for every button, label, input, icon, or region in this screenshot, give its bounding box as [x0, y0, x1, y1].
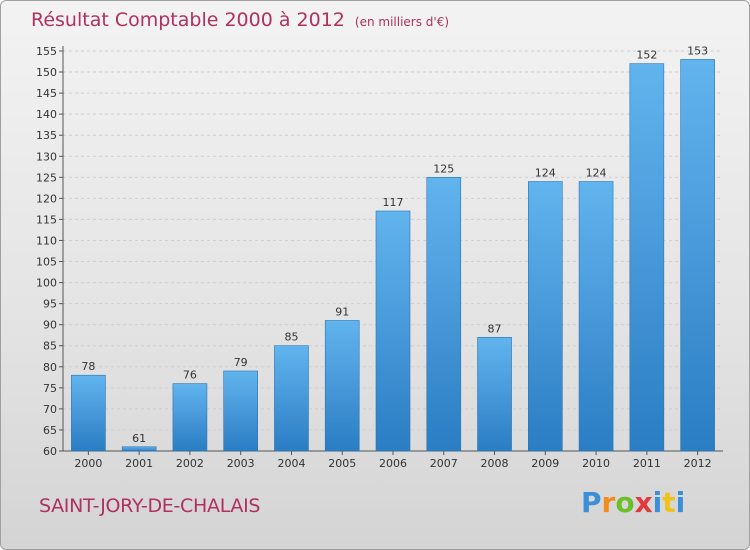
labels: 60 65 70 75 80 85 90 95 100 105 110 115 120 125 130 135…	[36, 44, 712, 470]
x-tick-label: 2010	[582, 457, 610, 470]
y-tick-label: 140	[36, 108, 57, 121]
y-tick-label: 135	[36, 129, 57, 142]
y-tick-label: 75	[43, 382, 57, 395]
bar	[578, 181, 614, 452]
y-tick-label: 125	[36, 171, 57, 184]
bar-value-label: 117	[383, 196, 404, 209]
y-tick-label: 90	[43, 319, 57, 332]
commune-name: SAINT-JORY-DE-CHALAIS	[39, 495, 261, 517]
x-tick-label: 2009	[531, 457, 559, 470]
bar	[375, 210, 411, 452]
x-tick-label: 2008	[481, 457, 509, 470]
y-tick-label: 80	[43, 361, 57, 374]
bar-value-label: 87	[488, 322, 502, 335]
x-tick-label: 2007	[430, 457, 458, 470]
y-tick-label: 65	[43, 424, 57, 437]
y-tick-label: 155	[36, 45, 57, 58]
bar-value-label: 124	[535, 167, 556, 180]
bar-value-label: 91	[335, 305, 349, 318]
bar-value-label: 78	[81, 360, 95, 373]
bar-value-label: 85	[284, 331, 298, 344]
y-tick-label: 70	[43, 403, 57, 416]
bar-value-label: 152	[636, 49, 657, 62]
chart-title: Résultat Comptable 2000 à 2012 (en millie…	[31, 9, 449, 31]
x-tick-label: 2003	[227, 457, 255, 470]
bar	[629, 63, 665, 452]
proxiti-logo: Proxiti	[581, 486, 686, 519]
bar	[324, 320, 360, 452]
y-tick-label: 110	[36, 234, 57, 247]
bar	[274, 345, 309, 452]
bar	[528, 181, 563, 452]
title-unit: (en milliers d'€)	[354, 15, 450, 29]
x-tick-label: 2001	[125, 457, 153, 470]
x-tick-label: 2004	[277, 457, 305, 470]
x-tick-label: 2005	[328, 457, 356, 470]
y-tick-label: 95	[43, 298, 57, 311]
bar	[223, 370, 258, 452]
bar	[172, 383, 208, 452]
title-text: Résultat Comptable 2000 à 2012	[31, 9, 345, 31]
x-tick-label: 2006	[379, 457, 407, 470]
y-tick-label: 150	[36, 66, 57, 79]
y-tick-label: 120	[36, 192, 57, 205]
y-tick-label: 115	[36, 213, 57, 226]
bar-value-label: 76	[183, 369, 197, 382]
x-tick-label: 2002	[176, 457, 204, 470]
bar	[121, 446, 157, 452]
x-tick-label: 2012	[684, 457, 712, 470]
bars	[71, 59, 715, 452]
bar-value-label: 153	[687, 44, 708, 57]
bar-value-label: 124	[586, 167, 607, 180]
y-tick-label: 60	[43, 445, 57, 458]
y-tick-label: 145	[36, 87, 57, 100]
bar	[680, 59, 715, 452]
bar-value-label: 79	[234, 356, 248, 369]
y-tick-label: 130	[36, 150, 57, 163]
bar-value-label: 125	[433, 162, 454, 175]
x-tick-label: 2000	[74, 457, 102, 470]
y-tick-label: 85	[43, 340, 57, 353]
bar	[477, 337, 512, 452]
y-tick-label: 105	[36, 256, 57, 269]
y-tick-label: 100	[36, 277, 57, 290]
x-tick-label: 2011	[633, 457, 661, 470]
bar	[426, 177, 462, 452]
bar-value-label: 61	[132, 432, 146, 445]
bar	[71, 374, 106, 452]
